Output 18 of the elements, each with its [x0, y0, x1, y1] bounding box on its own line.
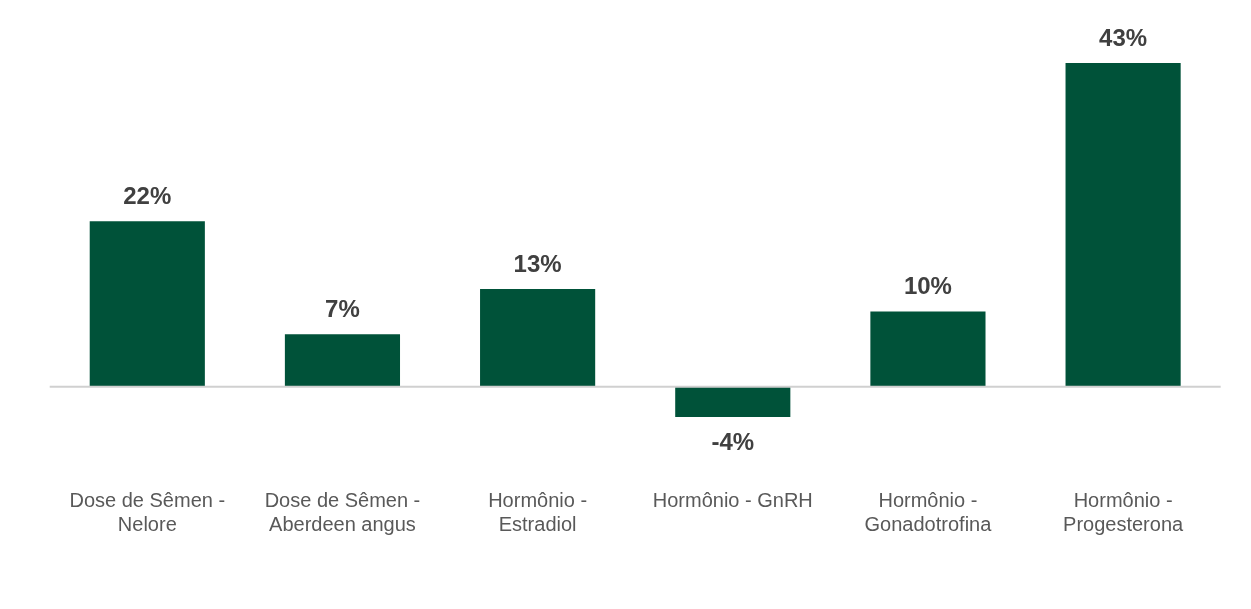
x-tick-label: Hormônio - Progesterona: [1063, 488, 1185, 535]
bar: [89, 221, 205, 387]
x-tick-label: Hormônio - GnRH: [652, 488, 813, 511]
bar: [675, 386, 791, 417]
data-label: 10%: [903, 272, 952, 300]
bar: [870, 311, 986, 387]
bar: [284, 334, 401, 387]
x-tick-label: Hormônio - Gonadotrofina: [864, 488, 993, 535]
bar: [1065, 63, 1181, 387]
bar: [480, 288, 596, 387]
x-tick-label: Dose de Sêmen - Aberdeen angus: [264, 488, 421, 535]
data-label: 22%: [123, 181, 172, 209]
data-label: 13%: [513, 249, 562, 277]
x-tick-label: Dose de Sêmen - Nelore: [69, 488, 226, 535]
data-label: 43%: [1099, 23, 1148, 51]
data-label: -4%: [711, 427, 755, 455]
x-tick-label: Hormônio - Estradiol: [488, 488, 588, 535]
data-label: 7%: [325, 294, 360, 322]
